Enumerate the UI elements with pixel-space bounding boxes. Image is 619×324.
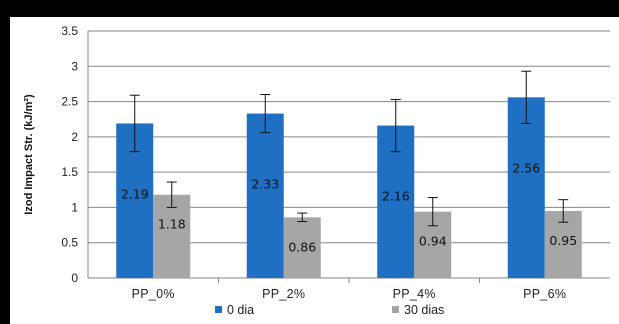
legend-swatch xyxy=(215,306,222,313)
x-tick-label: PP_6% xyxy=(523,287,566,301)
data-label: 0.86 xyxy=(288,239,316,254)
bar-30-dias xyxy=(153,194,191,278)
x-tick-label: PP_4% xyxy=(393,287,436,301)
y-tick-label: 0 xyxy=(71,271,78,285)
y-tick-label: 1.5 xyxy=(61,165,78,179)
bar-30-dias xyxy=(283,217,321,278)
y-tick-label: 3.5 xyxy=(61,24,78,38)
chart-frame: 0 0.5 1 1.5 2 2.5 3 3.5 Izod Impact Str. (kJ/m²)… xyxy=(10,17,619,324)
data-label: 2.56 xyxy=(512,160,540,175)
y-axis-label: Izod Impact Str. (kJ/m²) xyxy=(23,94,35,215)
data-label: 2.19 xyxy=(121,186,149,201)
data-label: 0.95 xyxy=(549,233,577,248)
bar-0-dia xyxy=(507,97,545,278)
bar-chart: 0 0.5 1 1.5 2 2.5 3 3.5 Izod Impact Str. (kJ/m²)… xyxy=(23,24,610,317)
y-tick-label: 0.5 xyxy=(61,236,78,250)
legend-label: 0 dia xyxy=(227,303,254,317)
legend-label: 30 dias xyxy=(404,303,444,317)
y-tick-label: 2.5 xyxy=(61,95,78,109)
y-tick-label: 2 xyxy=(71,130,78,144)
data-label: 2.16 xyxy=(382,189,410,204)
y-tick-label: 1 xyxy=(71,200,78,214)
x-tick-label: PP_0% xyxy=(132,287,175,301)
x-tick-label: PP_2% xyxy=(262,287,305,301)
y-tick-label: 3 xyxy=(71,59,78,73)
legend-swatch xyxy=(392,306,399,313)
data-label: 0.94 xyxy=(419,234,447,249)
bar-0-dia xyxy=(246,113,284,278)
data-label: 1.18 xyxy=(158,217,186,232)
data-label: 2.33 xyxy=(251,177,279,192)
